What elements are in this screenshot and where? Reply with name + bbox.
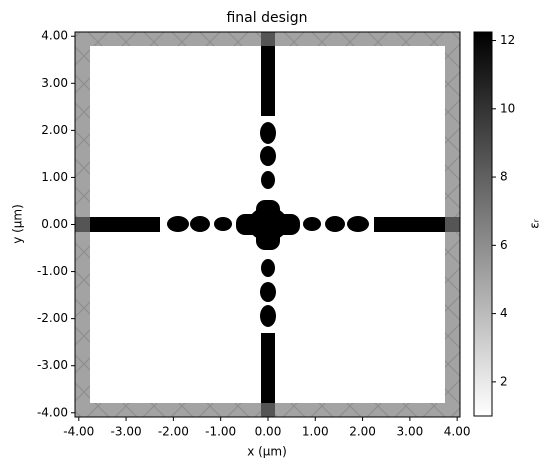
x-tick-label: -4.00 bbox=[63, 425, 94, 439]
colorbar-tick-label: 12 bbox=[500, 33, 515, 47]
colorbar-tick-label: 2 bbox=[500, 374, 508, 388]
colorbar-tick-label: 10 bbox=[500, 101, 515, 115]
x-tick-label: 2.00 bbox=[349, 425, 376, 439]
x-tick-label: -2.00 bbox=[158, 425, 189, 439]
colorbar-tick-label: 6 bbox=[500, 238, 508, 252]
x-tick-label: -3.00 bbox=[111, 425, 142, 439]
x-tick-label: 0.00 bbox=[255, 425, 282, 439]
colorbar-tick-label: 4 bbox=[500, 306, 508, 320]
y-axis-label: y (μm) bbox=[11, 204, 25, 244]
x-tick-label: 4.00 bbox=[444, 425, 471, 439]
colorbar-label: εᵣ bbox=[528, 218, 542, 228]
y-tick-label: 2.00 bbox=[41, 123, 68, 137]
chart-title: final design bbox=[226, 10, 307, 26]
y-tick-label: 1.00 bbox=[41, 170, 68, 184]
x-tick-label: -1.00 bbox=[205, 425, 236, 439]
colorbar-tick-label: 8 bbox=[500, 170, 508, 184]
y-tick-label: -3.00 bbox=[37, 358, 68, 372]
y-tick-label: -1.00 bbox=[37, 264, 68, 278]
x-axis-label: x (μm) bbox=[247, 445, 287, 459]
x-tick-label: 3.00 bbox=[397, 425, 424, 439]
design-image bbox=[75, 32, 460, 417]
y-tick-label: -2.00 bbox=[37, 311, 68, 325]
colorbar bbox=[473, 31, 493, 417]
y-tick-label: -4.00 bbox=[37, 405, 68, 419]
y-tick-label: 3.00 bbox=[41, 76, 68, 90]
x-tick-label: 1.00 bbox=[302, 425, 329, 439]
y-tick-label: 4.00 bbox=[41, 29, 68, 43]
y-tick-label: 0.00 bbox=[41, 217, 68, 231]
